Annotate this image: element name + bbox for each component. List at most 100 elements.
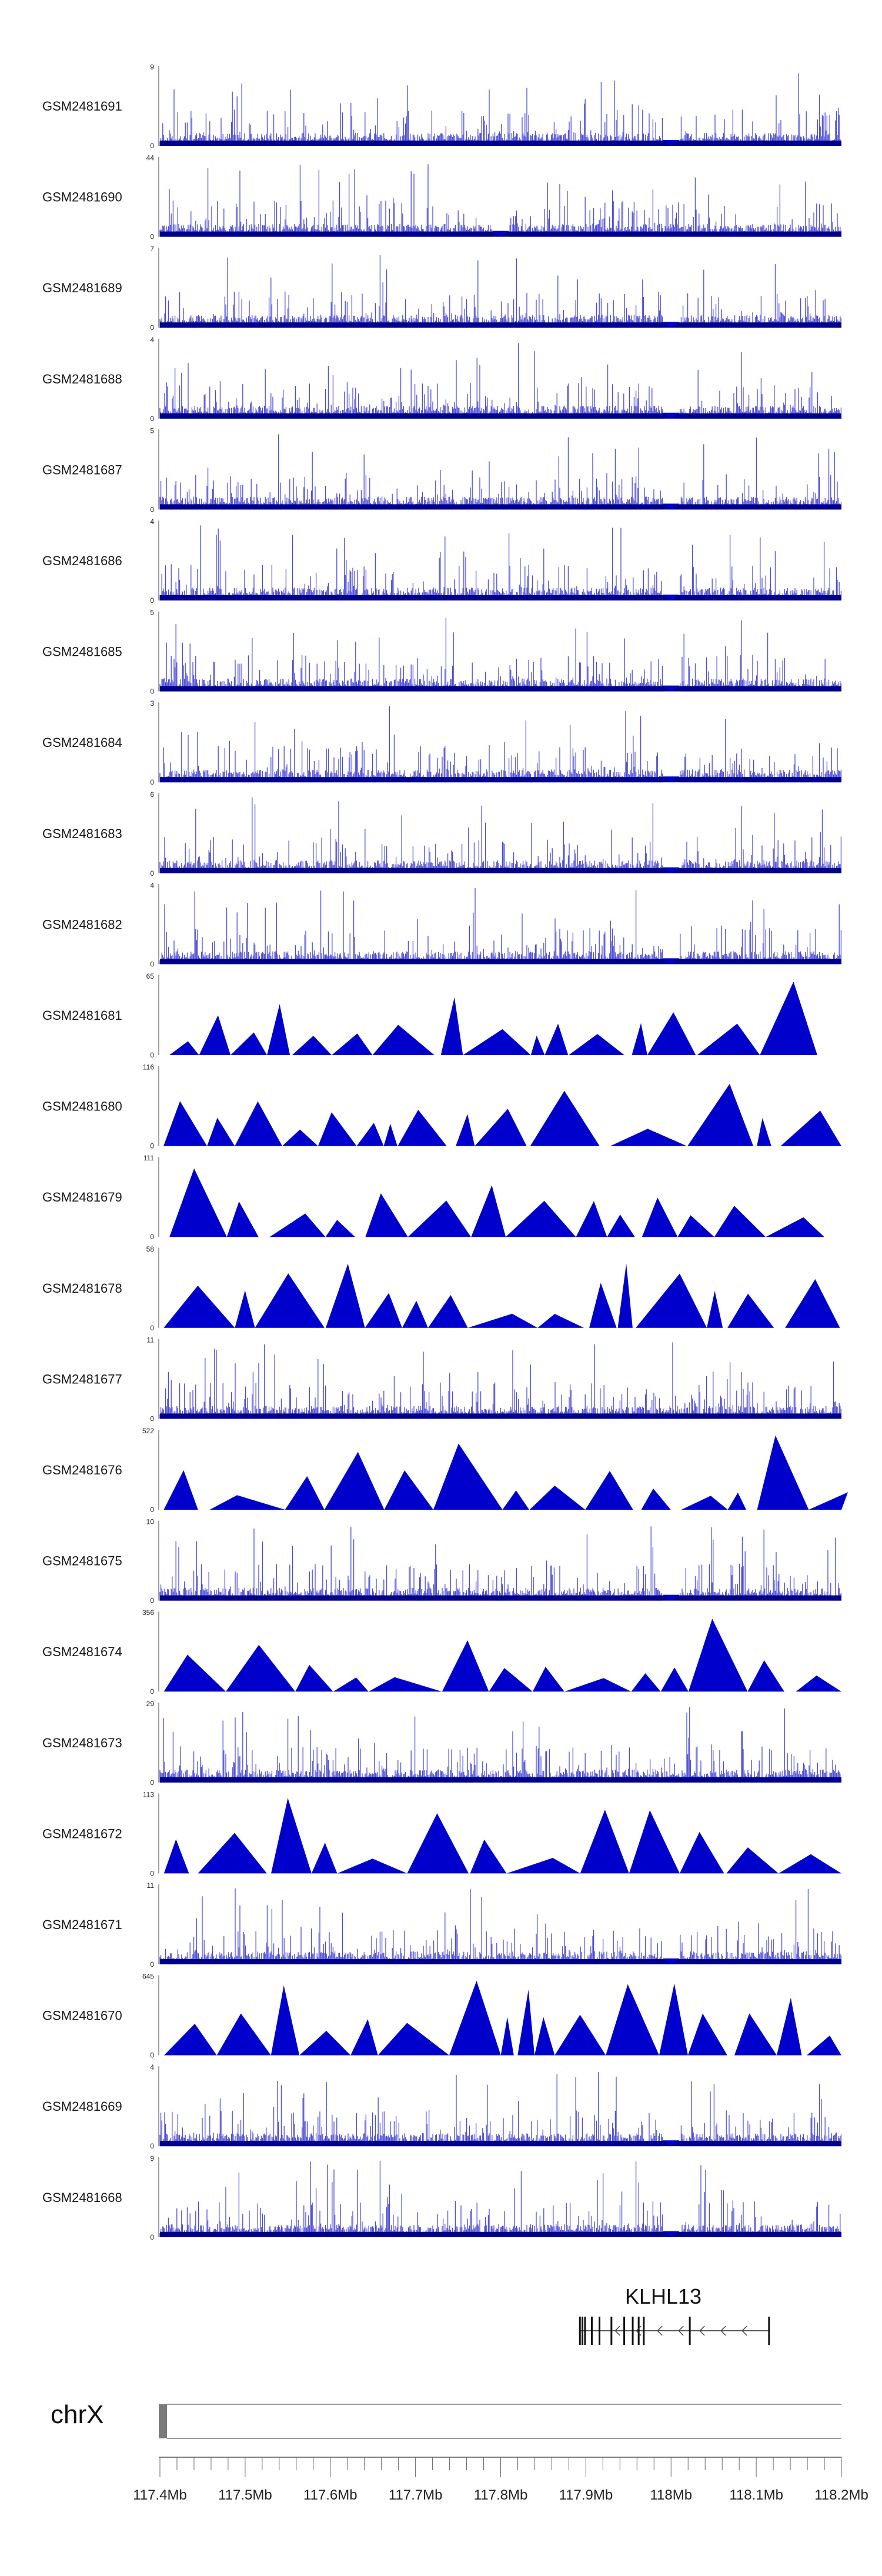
- y-max-label: 7: [150, 245, 154, 253]
- y-min-label: 0: [150, 1687, 154, 1696]
- signal-peak-2: [230, 1032, 268, 1055]
- signal-peak-6: [427, 1294, 468, 1328]
- signal-peak-13: [766, 1217, 824, 1237]
- track-label: GSM2481683: [42, 826, 122, 841]
- signal-peak-1: [209, 1495, 285, 1510]
- y-min-label: 0: [150, 505, 154, 513]
- signal-peak-10: [681, 1496, 728, 1510]
- signal-gap-interpolation: [662, 776, 680, 783]
- track-label: GSM2481671: [42, 1917, 122, 1932]
- y-max-label: 4: [150, 336, 154, 344]
- signal-gap-interpolation: [662, 1594, 680, 1601]
- signal-peak-7: [529, 1486, 586, 1510]
- signal-peak-7: [440, 997, 463, 1055]
- signal-peak-10: [530, 1090, 600, 1146]
- track-label: GSM2481673: [42, 1736, 122, 1750]
- signal-peak-8: [580, 1810, 629, 1874]
- y-max-label: 522: [142, 1427, 154, 1435]
- track-label: GSM2481672: [42, 1826, 122, 1841]
- signal-bars: [159, 73, 842, 146]
- signal-peak-16: [807, 2036, 841, 2056]
- signal-baseline: [160, 1959, 841, 1964]
- chromosome-ideogram-band: [159, 2404, 167, 2438]
- track-gsm2481691: GSM2481691 9 0: [42, 63, 842, 150]
- signal-baseline: [160, 867, 841, 873]
- signal-peak-12: [707, 1290, 723, 1328]
- signal-peak-4: [365, 1193, 408, 1237]
- y-min-label: 0: [150, 1778, 154, 1787]
- signal-peak-9: [589, 1283, 617, 1328]
- signal-bars: [159, 1888, 842, 1964]
- track-label: GSM2481684: [42, 735, 122, 750]
- y-min-label: 0: [150, 1869, 154, 1877]
- signal-peak-15: [760, 982, 817, 1055]
- track-gsm2481690: GSM2481690 44 0: [42, 154, 842, 241]
- signal-baseline: [160, 777, 841, 783]
- signal-peak-8: [517, 1990, 534, 2056]
- track-gsm2481684: GSM2481684 3 0: [42, 699, 842, 786]
- y-max-label: 113: [143, 1790, 154, 1798]
- track-label: GSM2481688: [42, 372, 122, 386]
- signal-bars: [159, 1526, 842, 1601]
- track-gsm2481686: GSM2481686 4 0: [42, 518, 842, 605]
- signal-peak-7: [467, 1313, 538, 1328]
- x-tick-label: 117.8Mb: [474, 2487, 528, 2503]
- signal-peak-5: [442, 1640, 489, 1692]
- signal-peak-3: [333, 1677, 369, 1692]
- y-min-label: 0: [150, 1597, 154, 1605]
- track-gsm2481672: GSM2481672 113 0: [42, 1790, 841, 1877]
- signal-peak-11: [569, 1034, 624, 1055]
- x-tick-label: 118.1Mb: [729, 2487, 783, 2503]
- signal-gap-interpolation: [662, 140, 680, 146]
- track-gsm2481689: GSM2481689 7 0: [42, 245, 842, 332]
- signal-gap-interpolation: [662, 595, 680, 600]
- signal-peak-14: [734, 2013, 777, 2056]
- signal-peak-7: [506, 1200, 576, 1237]
- signal-peak-11: [636, 1273, 707, 1328]
- signal-peak-2: [269, 1213, 326, 1237]
- signal-peak-5: [377, 2023, 449, 2056]
- y-min-label: 0: [150, 1233, 154, 1241]
- signal-peak-5: [332, 1033, 373, 1055]
- y-max-label: 4: [150, 2063, 154, 2071]
- signal-peak-2: [255, 1273, 325, 1328]
- signal-peak-6: [383, 1123, 397, 1146]
- y-min-label: 0: [150, 869, 154, 877]
- signal-peak-0: [163, 1470, 198, 1510]
- signal-peak-5: [407, 1813, 469, 1874]
- track-label: GSM2481669: [42, 2099, 122, 2114]
- track-label: GSM2481685: [42, 645, 122, 659]
- track-label: GSM2481682: [42, 917, 122, 932]
- signal-peak-3: [311, 1843, 338, 1874]
- track-label: GSM2481676: [42, 1463, 122, 1477]
- signal-peak-8: [585, 1471, 633, 1510]
- signal-peak-7: [397, 1110, 447, 1146]
- signal-peak-7: [506, 1858, 580, 1874]
- signal-baseline: [160, 1413, 841, 1419]
- strand-arrow: [699, 2325, 705, 2336]
- signal-peak-10: [554, 2014, 606, 2056]
- signal-baseline: [160, 141, 841, 146]
- signal-peak-0: [163, 1654, 226, 1692]
- gene-label: KLHL13: [625, 2284, 701, 2308]
- track-label: GSM2481674: [42, 1644, 122, 1659]
- signal-baseline: [160, 504, 841, 510]
- signal-peak-6: [489, 1668, 533, 1692]
- y-max-label: 6: [150, 790, 154, 799]
- y-min-label: 0: [150, 2142, 154, 2150]
- signal-baseline: [160, 413, 841, 419]
- signal-baseline: [160, 1595, 841, 1601]
- track-label: GSM2481681: [42, 1008, 122, 1023]
- signal-peak-2: [285, 1476, 325, 1510]
- signal-peak-4: [337, 1858, 407, 1874]
- y-max-label: 4: [150, 518, 154, 526]
- signal-peak-2: [235, 1101, 282, 1146]
- signal-peak-7: [532, 1667, 564, 1692]
- signal-bars: [159, 525, 842, 600]
- y-min-label: 0: [150, 323, 154, 332]
- strand-arrow: [678, 2325, 684, 2336]
- signal-peak-13: [727, 1293, 774, 1328]
- signal-peak-8: [463, 1029, 531, 1055]
- y-max-label: 356: [142, 1609, 154, 1617]
